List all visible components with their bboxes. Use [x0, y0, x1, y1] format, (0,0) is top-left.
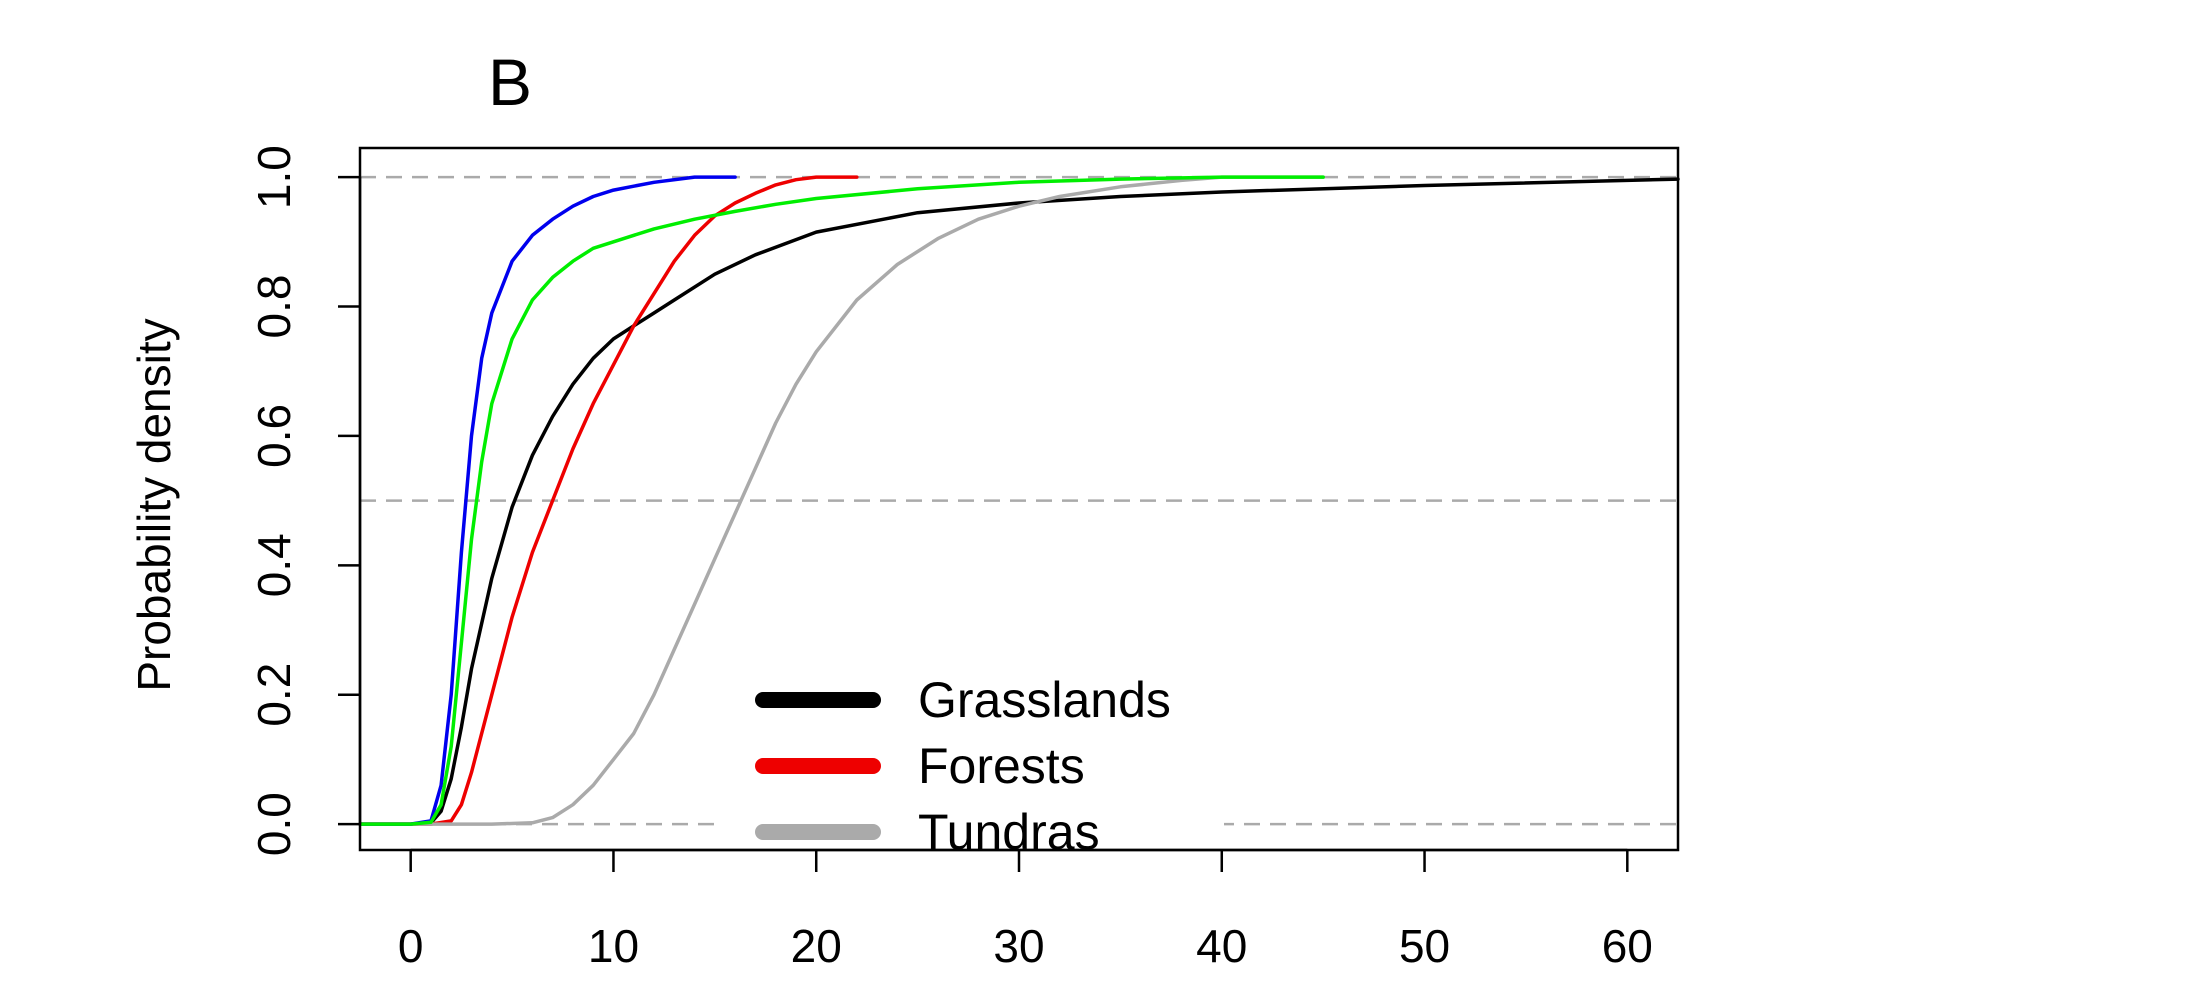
- series-line-2: [358, 175, 1325, 826]
- legend-label-0: Grasslands: [918, 672, 1171, 728]
- y-tick-label-0: 0.0: [248, 792, 300, 856]
- legend-label-2: Tundras: [918, 804, 1100, 860]
- y-tick-label-1: 0.2: [248, 663, 300, 727]
- y-tick-label-3: 0.6: [248, 404, 300, 468]
- series-line-4: [358, 175, 1325, 826]
- x-tick-label-6: 60: [1602, 920, 1653, 972]
- x-tick-label-0: 0: [398, 920, 424, 972]
- y-tick-label-2: 0.4: [248, 533, 300, 597]
- legend: Grasslands Forests Tundras: [718, 655, 1224, 867]
- x-tick-label-1: 10: [588, 920, 639, 972]
- series-layer: [358, 175, 1680, 826]
- x-tick-label-2: 20: [791, 920, 842, 972]
- y-axis: 0.0 0.2 0.4 0.6 0.8 1.0: [248, 145, 362, 856]
- y-tick-label-4: 0.8: [248, 275, 300, 339]
- series-line-1: [358, 175, 859, 826]
- series-line-3: [358, 175, 737, 826]
- x-tick-label-3: 30: [993, 920, 1044, 972]
- legend-label-1: Forests: [918, 738, 1085, 794]
- x-tick-label-4: 40: [1196, 920, 1247, 972]
- y-tick-label-5: 1.0: [248, 145, 300, 209]
- x-tick-label-5: 50: [1399, 920, 1450, 972]
- series-line-0: [358, 177, 1680, 826]
- x-axis: 0 10 20 30 40 50 60: [398, 848, 1653, 972]
- y-axis-label: Probability density: [128, 318, 180, 691]
- panel-label: B: [488, 45, 532, 119]
